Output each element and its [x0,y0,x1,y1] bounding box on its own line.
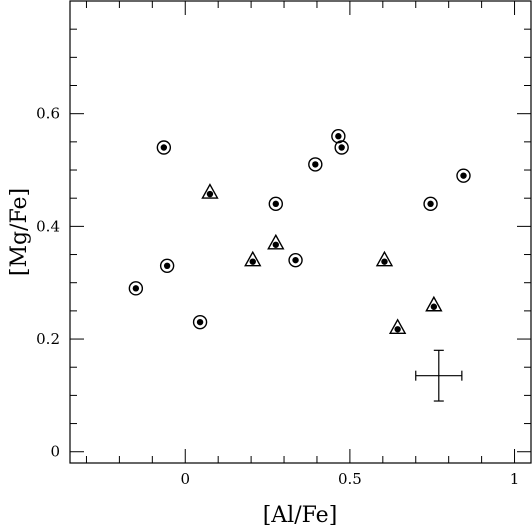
marker-ring [308,157,323,172]
marker-dot [338,144,345,151]
circle-marker [331,129,346,144]
marker-ring [192,314,208,330]
marker-dot [335,133,342,140]
marker-dot [427,200,434,208]
triangle-marker [425,295,443,312]
marker-dot [206,190,214,198]
circle-marker [159,258,175,274]
circle-marker [334,140,349,155]
marker-triangle [375,250,394,267]
error-bar [415,349,463,402]
triangle-marker [201,183,219,199]
marker-triangle [267,233,285,250]
circle-marker [423,196,438,212]
triangle-marker [388,318,407,334]
marker-dot [381,258,388,265]
marker-dot [430,303,438,310]
marker-dot [312,161,319,168]
marker-ring [456,168,471,183]
marker-dot [160,144,168,151]
marker-dot [394,326,401,333]
circle-marker [288,252,303,268]
tick-labels: 0 0.5 1 0 0.2 0.4 0.6 [36,105,519,488]
x-axis-label: [Al/Fe] [263,503,338,528]
circle-marker [308,157,323,172]
axis-ticks [70,0,531,463]
marker-ring [128,281,144,296]
y-tick-label: 0.4 [36,217,60,235]
marker-ring [423,196,438,212]
marker-triangle [244,250,262,267]
marker-ring [288,252,303,268]
marker-dot [272,200,280,208]
x-tick-label: 0 [180,470,190,488]
circle-marker [456,168,471,183]
y-axis-label: [Mg/Fe] [7,188,32,276]
marker-dot [292,256,299,264]
circle-marker [192,314,208,330]
x-tick-label: 0.5 [338,470,362,488]
marker-ring [159,258,175,274]
x-tick-label: 1 [510,470,520,488]
marker-triangle [425,295,443,312]
triangle-marker [267,233,285,250]
y-tick-label: 0.6 [36,105,60,123]
marker-dot [460,172,467,179]
triangle-marker [244,250,262,267]
triangle-marker [375,250,394,267]
data-points [128,129,471,334]
marker-ring [268,196,284,212]
circle-marker [156,140,172,155]
y-tick-label: 0 [50,443,60,461]
plot-frame [69,0,532,464]
marker-triangle [388,318,407,334]
marker-dot [163,262,171,270]
marker-ring [331,129,346,144]
circle-marker [128,281,144,296]
marker-dot [132,285,140,292]
marker-dot [196,318,204,326]
marker-ring [156,140,172,155]
marker-dot [249,258,256,265]
marker-triangle [201,183,219,199]
marker-ring [334,140,349,155]
circle-marker [268,196,284,212]
marker-dot [272,241,280,248]
y-tick-label: 0.2 [36,330,60,348]
